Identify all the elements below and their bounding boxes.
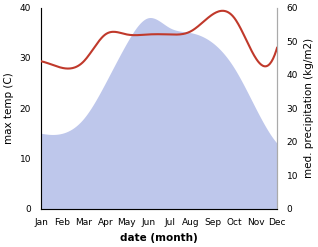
X-axis label: date (month): date (month) [120,233,198,243]
Y-axis label: med. precipitation (kg/m2): med. precipitation (kg/m2) [304,38,314,178]
Y-axis label: max temp (C): max temp (C) [4,72,14,144]
